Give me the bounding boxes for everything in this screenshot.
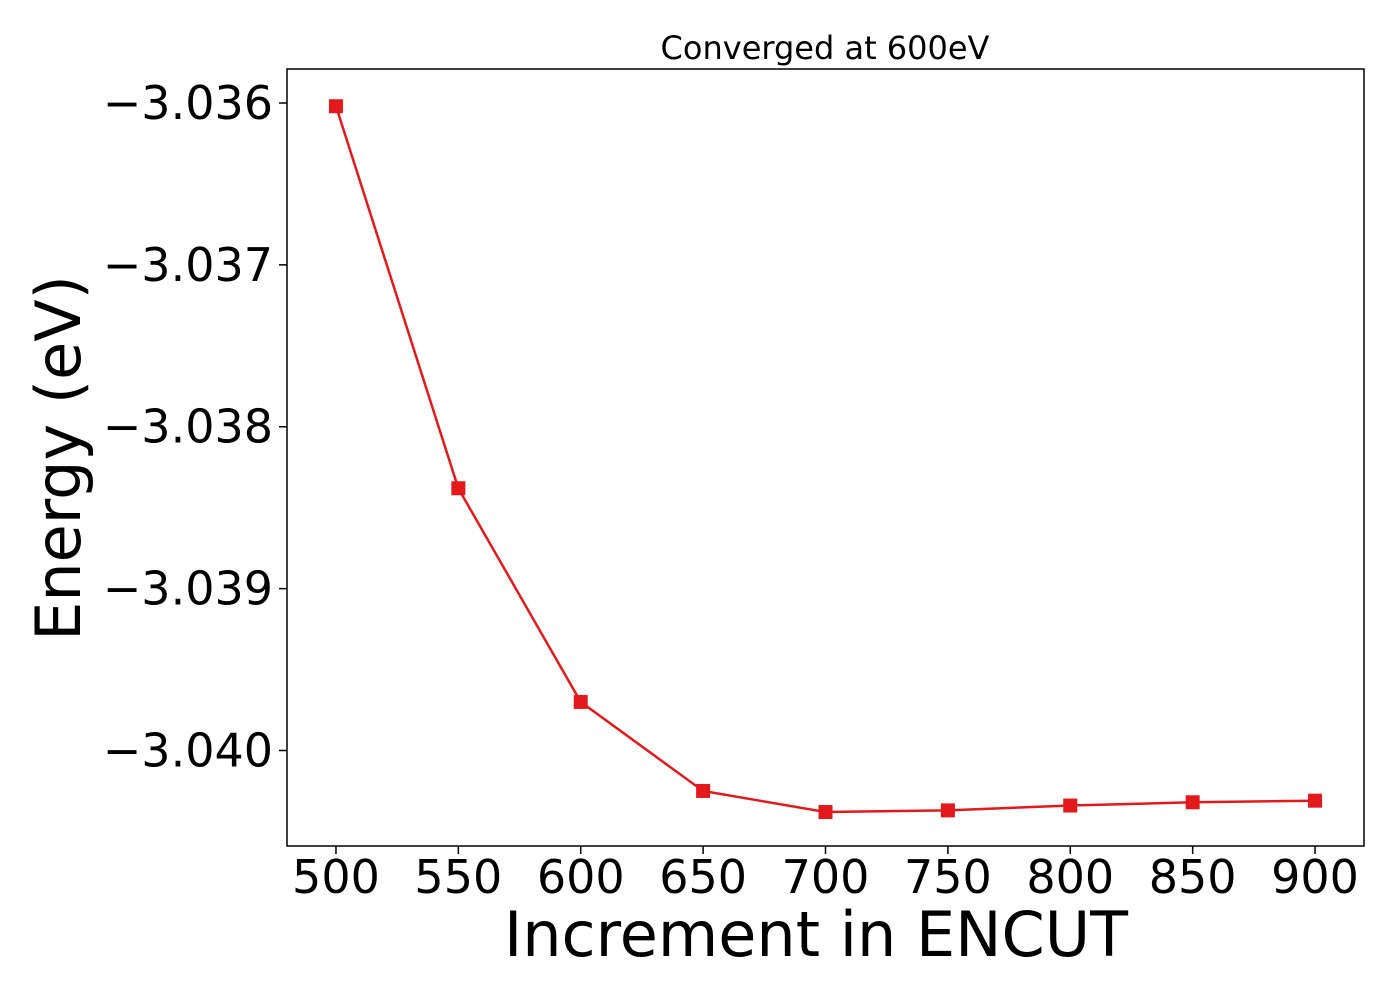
x-axis-label: Increment in ENCUT xyxy=(504,898,1129,971)
chart-title: Converged at 600eV xyxy=(661,29,990,67)
data-point-marker xyxy=(696,783,711,798)
plot-area-frame xyxy=(286,68,1365,847)
y-tick-label: −3.040 xyxy=(103,723,273,777)
x-tick-label: 600 xyxy=(537,850,625,904)
x-tick-label: 850 xyxy=(1149,850,1237,904)
x-tick-label: 550 xyxy=(414,850,502,904)
data-point-marker xyxy=(940,803,955,818)
data-point-marker xyxy=(328,99,343,114)
x-tick-label: 800 xyxy=(1026,850,1114,904)
data-point-marker xyxy=(1308,793,1323,808)
data-point-marker xyxy=(1063,798,1078,813)
y-tick-label: −3.039 xyxy=(103,562,273,616)
x-tick-label: 750 xyxy=(904,850,992,904)
x-tick-label: 500 xyxy=(292,850,380,904)
x-tick-label: 650 xyxy=(659,850,747,904)
data-point-marker xyxy=(573,694,588,709)
y-axis-ticks: −3.036 −3.037 −3.038 −3.039 −3.040 xyxy=(103,76,287,777)
x-tick-label: 900 xyxy=(1271,850,1359,904)
y-tick-label: −3.037 xyxy=(103,238,273,292)
data-point-marker xyxy=(1185,795,1200,810)
y-tick-label: −3.036 xyxy=(103,76,273,130)
y-tick-label: −3.038 xyxy=(103,400,273,454)
data-point-marker xyxy=(818,805,833,820)
x-tick-label: 700 xyxy=(782,850,870,904)
plot-layer xyxy=(328,99,1323,820)
x-axis-ticks: 500 550 600 650 700 750 800 850 900 xyxy=(292,846,1359,904)
y-axis-label: Energy (eV) xyxy=(22,275,95,641)
data-point-marker xyxy=(451,481,466,496)
